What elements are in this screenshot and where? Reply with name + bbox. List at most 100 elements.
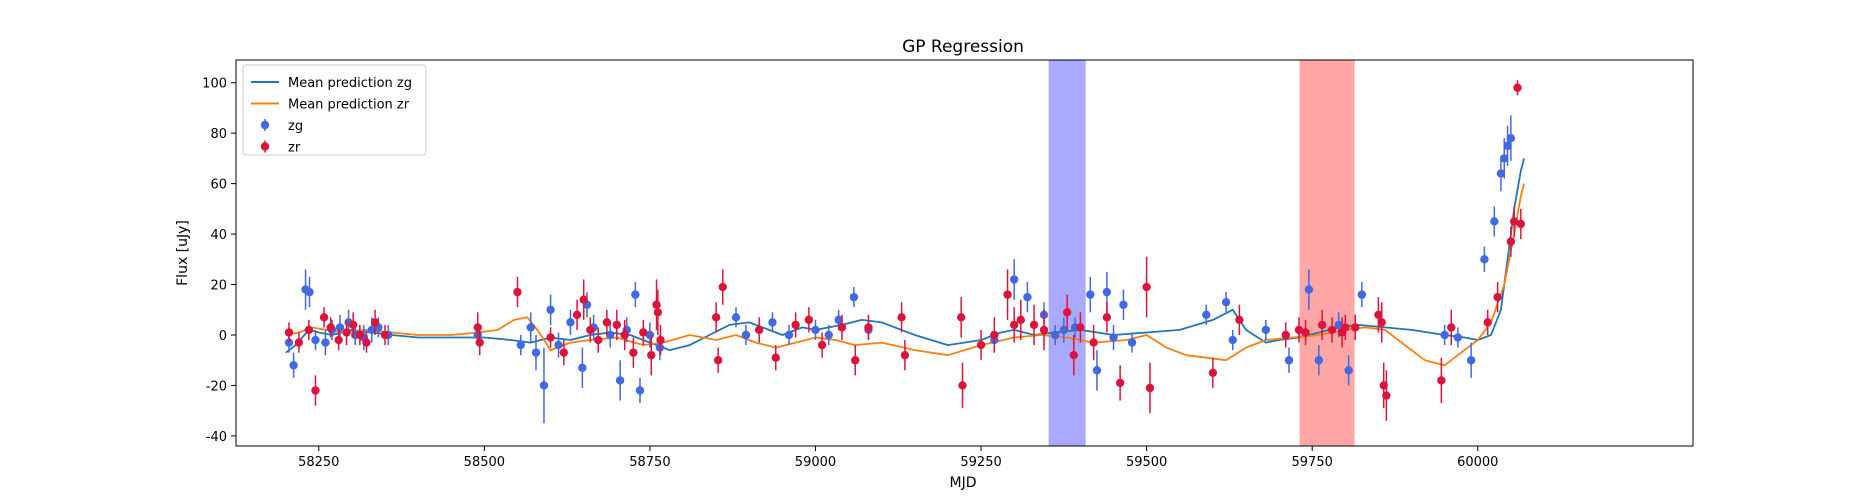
data-point-zr — [754, 317, 764, 343]
y-tick-label: 40 — [210, 228, 227, 243]
data-point-zg — [1127, 332, 1137, 353]
data-point-zg — [531, 334, 541, 371]
data-point-zg — [605, 322, 615, 348]
data-point-zr — [559, 340, 569, 366]
data-point-zr — [639, 319, 648, 346]
data-point-zr — [473, 312, 482, 343]
data-point-zr — [620, 319, 629, 351]
data-point-zr — [602, 309, 612, 335]
data-point-zr — [1317, 309, 1327, 341]
data-point-zg — [311, 329, 320, 351]
data-point-zr — [311, 375, 320, 406]
data-point-zr — [1382, 370, 1391, 421]
series-line-mean-prediction-zr — [285, 183, 1525, 367]
data-point-zg — [1059, 317, 1069, 343]
svg-text:Mean prediction zg: Mean prediction zg — [288, 76, 412, 91]
data-point-zg — [1023, 282, 1032, 313]
data-point-zr — [656, 324, 665, 356]
data-point-zg — [1009, 259, 1019, 300]
data-point-zr — [1374, 297, 1383, 333]
x-tick-label: 58250 — [298, 455, 339, 470]
y-tick-label: 0 — [219, 329, 227, 344]
x-tick-label: 58750 — [629, 455, 670, 470]
data-point-zr — [864, 314, 873, 341]
data-point-zr — [1447, 309, 1456, 346]
y-tick-label: 80 — [210, 127, 227, 142]
data-point-zr — [475, 329, 484, 356]
data-point-zr — [579, 279, 588, 320]
data-point-zg — [1304, 269, 1314, 310]
svg-text:Mean prediction zr: Mean prediction zr — [288, 98, 410, 113]
data-point-zg — [539, 347, 549, 424]
legend-box — [242, 64, 427, 156]
data-point-zr — [851, 345, 860, 376]
plot-frame — [235, 59, 1694, 447]
data-point-zg — [731, 307, 741, 328]
data-point-zg — [289, 352, 298, 378]
data-points — [284, 80, 1526, 424]
data-point-zr — [1506, 226, 1516, 257]
y-tick-label: 100 — [202, 77, 227, 92]
data-point-zg — [1480, 246, 1489, 272]
data-point-zr — [1327, 317, 1337, 343]
data-point-zg — [566, 309, 575, 335]
data-point-zr — [1235, 304, 1244, 335]
data-point-zg — [1490, 206, 1499, 237]
data-point-zr — [1016, 299, 1025, 341]
data-point-zg — [1221, 292, 1231, 313]
legend: Mean prediction zg Mean prediction zr zg zr — [242, 64, 427, 156]
data-point-zr — [546, 327, 555, 348]
legend-entry-zr: zr — [260, 140, 301, 156]
data-point-zg — [1503, 125, 1512, 166]
data-point-zr — [958, 362, 967, 409]
x-tick-label: 59000 — [795, 455, 836, 470]
data-point-zg — [1357, 282, 1367, 308]
data-point-zr — [362, 332, 371, 353]
data-point-zr — [711, 302, 721, 333]
data-point-zg — [1228, 329, 1237, 351]
y-tick-label: -20 — [206, 379, 227, 394]
data-point-zr — [1145, 362, 1155, 414]
data-point-zg — [741, 324, 751, 346]
data-point-zr — [976, 329, 986, 361]
data-point-zg — [321, 329, 330, 356]
data-point-zr — [1102, 302, 1112, 333]
data-point-zr — [1351, 314, 1360, 341]
data-point-zr — [837, 314, 847, 341]
data-point-zr — [652, 279, 661, 330]
y-axis-label: Flux [uJy] — [175, 220, 191, 286]
data-point-zr — [1142, 256, 1151, 318]
data-point-zg — [578, 347, 587, 388]
data-point-zr — [956, 297, 966, 338]
legend-entry-mean-prediction-zg: Mean prediction zg — [251, 76, 412, 91]
legend-entry-mean-prediction-zr: Mean prediction zr — [251, 98, 410, 113]
data-point-zg — [635, 377, 645, 404]
data-point-zr — [1039, 309, 1049, 351]
data-point-zr — [284, 322, 294, 343]
data-point-zr — [1341, 314, 1350, 341]
data-point-zr — [718, 269, 727, 305]
data-point-zr — [897, 302, 906, 333]
data-point-zr — [1115, 365, 1125, 401]
data-point-zr — [647, 334, 656, 376]
data-point-zg — [1344, 355, 1353, 386]
data-point-zr — [1377, 302, 1386, 343]
data-point-zr — [612, 309, 622, 341]
data-point-zg — [335, 314, 345, 341]
y-tick-label: 20 — [210, 279, 227, 294]
data-point-zg — [1202, 304, 1211, 325]
data-point-zg — [554, 332, 563, 358]
data-point-zg — [1051, 324, 1060, 346]
series-line-mean-prediction-zg — [285, 158, 1525, 354]
data-point-zr — [1493, 282, 1502, 313]
data-point-zr — [370, 309, 380, 335]
data-point-zr — [586, 317, 595, 343]
data-point-zr — [594, 327, 603, 353]
data-point-zg — [526, 312, 535, 343]
data-point-zr — [334, 329, 343, 351]
data-point-zg — [1440, 324, 1449, 346]
data-point-zr — [771, 345, 780, 371]
data-point-zr — [1483, 309, 1492, 335]
data-point-zg — [546, 294, 555, 325]
